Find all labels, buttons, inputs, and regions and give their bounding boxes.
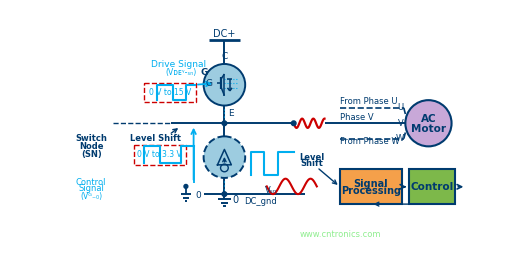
Circle shape [291, 121, 296, 126]
Text: Shift: Shift [300, 159, 323, 168]
Text: DC+: DC+ [213, 29, 235, 39]
Text: (Vᴳ₋₀): (Vᴳ₋₀) [80, 192, 102, 201]
Text: E: E [228, 109, 234, 118]
Text: Switch: Switch [75, 134, 107, 143]
Text: www.cntronics.com: www.cntronics.com [299, 230, 381, 239]
Text: V: V [398, 119, 404, 128]
Text: 0: 0 [195, 191, 201, 200]
Text: Phase V: Phase V [340, 113, 374, 122]
Circle shape [204, 64, 245, 106]
Bar [144, 83, 196, 102]
Bar [134, 145, 186, 165]
Text: Signal: Signal [353, 179, 388, 189]
Text: From Phase U: From Phase U [340, 97, 397, 106]
Text: Drive Signal: Drive Signal [151, 60, 206, 69]
Text: Node: Node [79, 142, 103, 151]
Text: Level: Level [299, 153, 324, 162]
Text: Processing: Processing [341, 186, 401, 196]
Text: G: G [200, 68, 208, 77]
Circle shape [204, 136, 245, 178]
Text: AC: AC [421, 114, 436, 124]
Text: Motor: Motor [411, 124, 446, 134]
Text: Signal: Signal [78, 184, 104, 193]
Text: W: W [396, 134, 404, 143]
Text: U: U [398, 103, 404, 112]
Circle shape [222, 121, 227, 126]
FancyBboxPatch shape [409, 170, 455, 204]
Text: Level Shift: Level Shift [129, 134, 181, 143]
Text: 0 V to 3.3 V: 0 V to 3.3 V [137, 150, 182, 159]
Text: DC_gnd: DC_gnd [244, 197, 277, 206]
Text: G: G [206, 79, 213, 88]
Text: Control: Control [411, 182, 454, 192]
Circle shape [406, 100, 452, 146]
FancyBboxPatch shape [340, 170, 401, 204]
Circle shape [184, 184, 188, 188]
Text: From Phase W: From Phase W [340, 137, 399, 146]
Text: (Vᴅᴇᵞ-ₛₙ): (Vᴅᴇᵞ-ₛₙ) [165, 68, 196, 77]
Text: 0 V to 15 V: 0 V to 15 V [149, 88, 191, 97]
Circle shape [222, 192, 227, 196]
Text: Vₛₙ: Vₛₙ [265, 186, 277, 195]
Text: 0: 0 [232, 195, 238, 205]
Text: (SN): (SN) [81, 150, 102, 158]
Text: Control: Control [76, 178, 106, 187]
Text: C: C [221, 52, 228, 61]
